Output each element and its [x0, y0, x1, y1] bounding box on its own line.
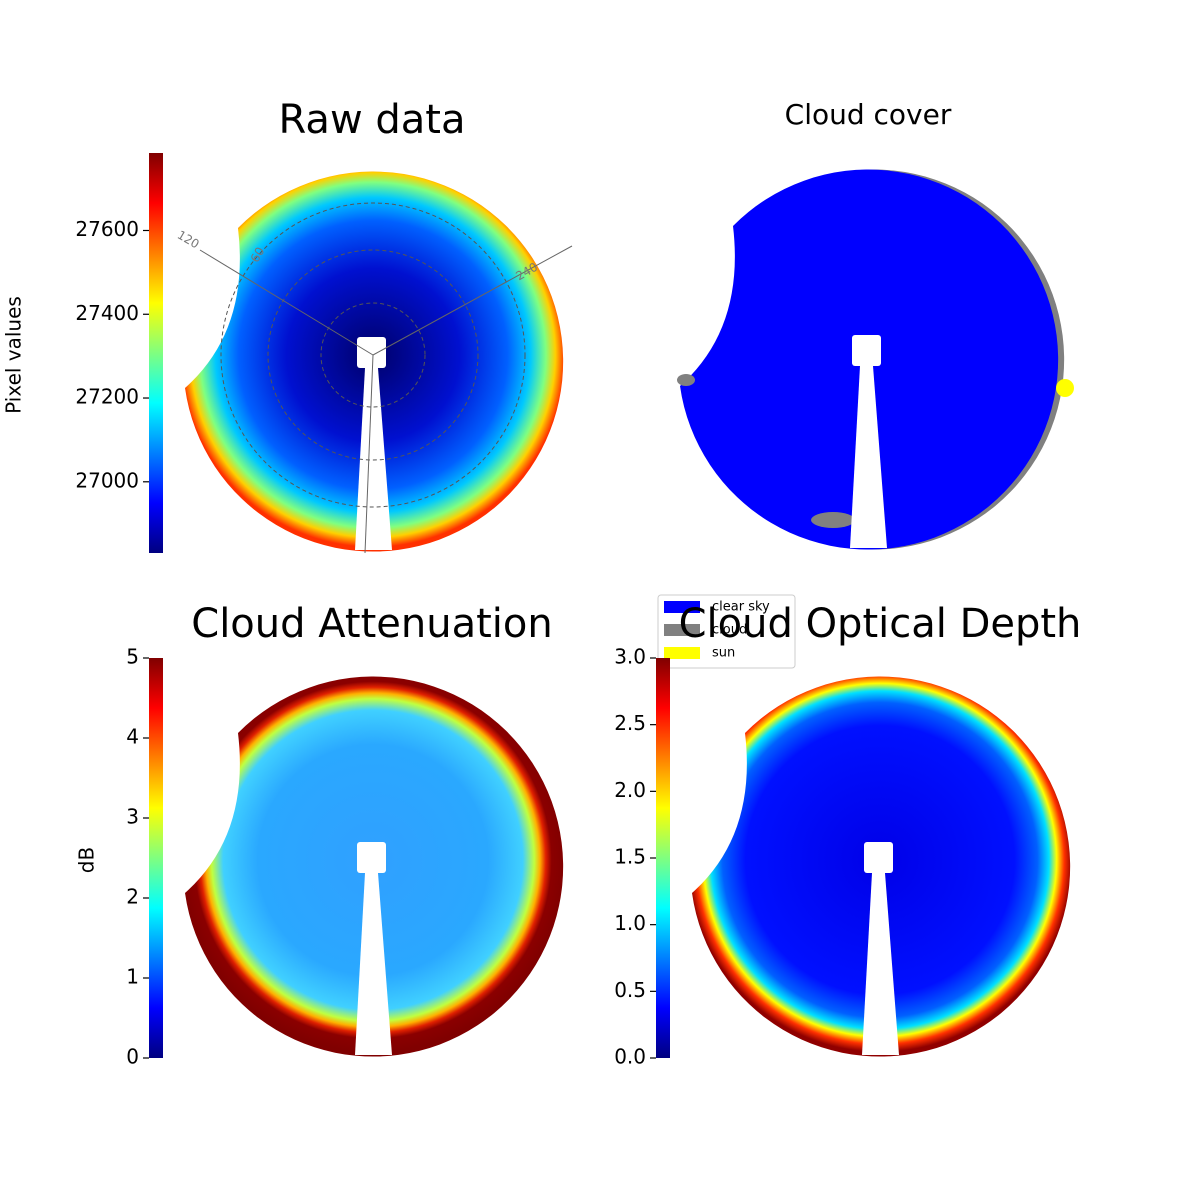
- legend: clear sky cloud sun: [657, 594, 796, 669]
- colorbar: [656, 658, 670, 1058]
- polar-spoke: [199, 249, 374, 356]
- camera-arm-head: [357, 842, 386, 873]
- colorbar-tick-label: 1.5: [614, 845, 646, 869]
- colorbar-tick-label: 0.0: [614, 1045, 646, 1069]
- panel-title: Cloud Attenuation: [191, 601, 552, 647]
- camera-arm-head: [852, 335, 881, 366]
- colorbar-tick-label: 0: [126, 1045, 139, 1069]
- sun-marker: [1056, 379, 1074, 397]
- panel-title: Cloud Optical Depth: [679, 601, 1082, 647]
- colorbar-tick-label: 27000: [75, 468, 139, 492]
- colorbar-tick-label: 27600: [75, 217, 139, 241]
- polar-ring: [220, 202, 526, 508]
- colorbar-tick-label: 27400: [75, 301, 139, 325]
- camera-arm-head: [864, 842, 893, 873]
- polar-spoke: [364, 354, 374, 554]
- colorbar-tick-label: 2: [126, 885, 139, 909]
- colorbar: [149, 658, 163, 1058]
- sky-image: [185, 676, 564, 1057]
- camera-arm: [862, 873, 899, 1055]
- colorbar-label: Pixel values: [2, 296, 26, 414]
- colorbar-label: dB: [75, 847, 99, 873]
- polar-spoke: [372, 245, 573, 356]
- colorbar-tick-label: 3.0: [614, 645, 646, 669]
- legend-swatch: [664, 601, 700, 613]
- polar-label: 60: [248, 245, 268, 265]
- camera-arm-head: [357, 337, 386, 368]
- sky-image: [692, 676, 1071, 1057]
- colorbar-tick-label: 1: [126, 965, 139, 989]
- panel-title: Cloud cover: [785, 98, 952, 131]
- colorbar-tick-label: 4: [126, 725, 139, 749]
- legend-label: cloud: [712, 623, 747, 638]
- colorbar-tick-label: 0.5: [614, 978, 646, 1002]
- polar-ring: [267, 249, 479, 461]
- camera-arm: [355, 873, 392, 1055]
- camera-arm: [850, 366, 887, 548]
- camera-arm: [355, 368, 392, 550]
- cloud-mask: [677, 169, 1074, 550]
- cloud-patch: [677, 374, 695, 386]
- legend-swatch: [664, 647, 700, 659]
- cloud-patch: [811, 512, 855, 528]
- polar-ring: [320, 302, 426, 408]
- colorbar: [149, 153, 163, 553]
- panel-title: Raw data: [279, 97, 466, 143]
- colorbar-tick-label: 2.5: [614, 711, 646, 735]
- legend-label: clear sky: [712, 600, 770, 615]
- colorbar-tick-label: 27200: [75, 385, 139, 409]
- colorbar-tick-label: 5: [126, 645, 139, 669]
- colorbar-tick-label: 3: [126, 805, 139, 829]
- polar-label: 120: [175, 228, 202, 252]
- colorbar-tick-label: 2.0: [614, 778, 646, 802]
- colorbar-tick-label: 1.0: [614, 911, 646, 935]
- legend-swatch: [664, 624, 700, 636]
- legend-label: sun: [712, 646, 735, 661]
